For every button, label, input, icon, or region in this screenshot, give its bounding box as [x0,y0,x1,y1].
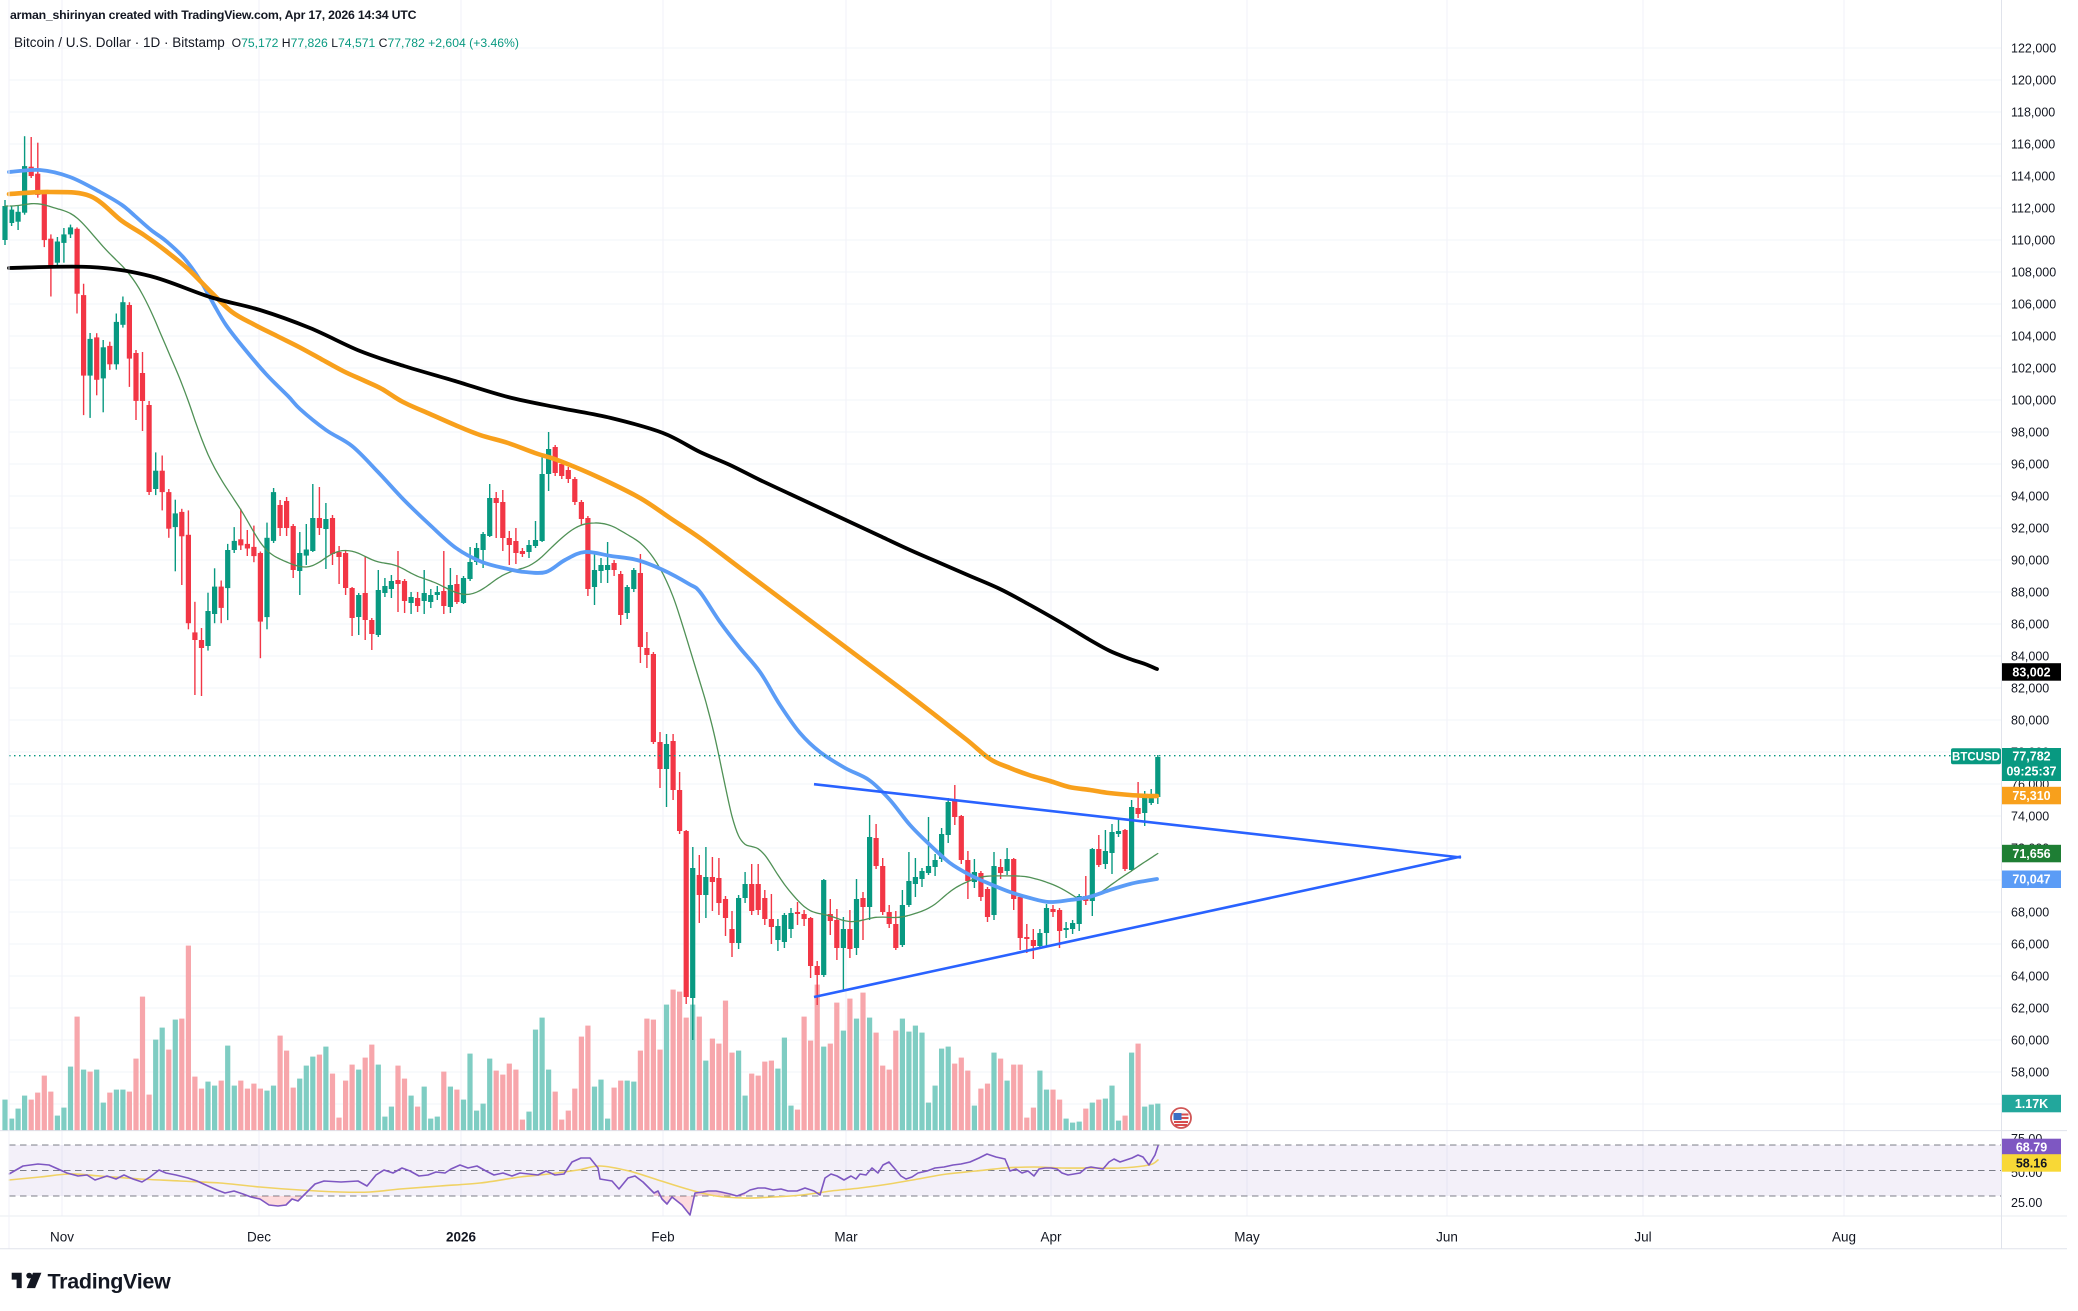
svg-text:64,000: 64,000 [2011,970,2049,984]
svg-text:68,000: 68,000 [2011,906,2049,920]
svg-text:70,047: 70,047 [2012,873,2050,887]
svg-text:122,000: 122,000 [2011,42,2056,56]
svg-text:114,000: 114,000 [2011,170,2055,184]
svg-text:75,310: 75,310 [2012,789,2050,803]
svg-text:90,000: 90,000 [2011,554,2049,568]
svg-text:96,000: 96,000 [2011,458,2049,472]
svg-text:83,002: 83,002 [2012,665,2050,679]
svg-text:74,000: 74,000 [2011,810,2049,824]
svg-text:Aug: Aug [1832,1230,1856,1245]
svg-text:BTCUSD: BTCUSD [1952,751,2000,763]
svg-text:106,000: 106,000 [2011,298,2056,312]
svg-text:Jul: Jul [1634,1230,1651,1245]
svg-text:94,000: 94,000 [2011,490,2049,504]
svg-text:arman_shirinyan created with T: arman_shirinyan created with TradingView… [10,8,417,22]
svg-text:68.79: 68.79 [2016,1141,2047,1155]
svg-text:80,000: 80,000 [2011,714,2049,728]
svg-text:Nov: Nov [50,1230,74,1245]
svg-text:Mar: Mar [834,1230,858,1245]
svg-text:Feb: Feb [651,1230,674,1245]
svg-text:116,000: 116,000 [2011,138,2055,152]
svg-text:58,000: 58,000 [2011,1066,2049,1080]
svg-text:108,000: 108,000 [2011,266,2056,280]
svg-text:92,000: 92,000 [2011,522,2049,536]
svg-text:2026: 2026 [446,1230,477,1245]
svg-text:77,782: 77,782 [2012,750,2050,764]
svg-text:66,000: 66,000 [2011,938,2049,952]
svg-text:112,000: 112,000 [2011,202,2055,216]
svg-text:25.00: 25.00 [2011,1196,2042,1210]
svg-text:60,000: 60,000 [2011,1034,2049,1048]
svg-text:104,000: 104,000 [2011,330,2056,344]
svg-text:TradingView: TradingView [48,1270,172,1294]
svg-text:Apr: Apr [1040,1230,1062,1245]
svg-text:86,000: 86,000 [2011,618,2049,632]
svg-text:1.17K: 1.17K [2015,1097,2048,1111]
svg-text:Dec: Dec [247,1230,271,1245]
svg-text:62,000: 62,000 [2011,1002,2049,1016]
svg-text:09:25:37: 09:25:37 [2006,765,2056,779]
svg-text:100,000: 100,000 [2011,394,2056,408]
svg-text:58.16: 58.16 [2016,1156,2047,1170]
svg-text:82,000: 82,000 [2011,682,2049,696]
svg-text:102,000: 102,000 [2011,362,2056,376]
svg-text:Bitcoin / U.S. Dollar · 1D · B: Bitcoin / U.S. Dollar · 1D · Bitstamp O7… [14,35,519,50]
svg-text:84,000: 84,000 [2011,650,2049,664]
svg-text:88,000: 88,000 [2011,586,2049,600]
svg-text:120,000: 120,000 [2011,74,2056,88]
svg-text:May: May [1234,1230,1260,1245]
svg-text:71,656: 71,656 [2012,847,2050,861]
svg-text:110,000: 110,000 [2011,234,2055,248]
svg-text:Jun: Jun [1436,1230,1458,1245]
svg-text:98,000: 98,000 [2011,426,2049,440]
svg-text:118,000: 118,000 [2011,106,2055,120]
